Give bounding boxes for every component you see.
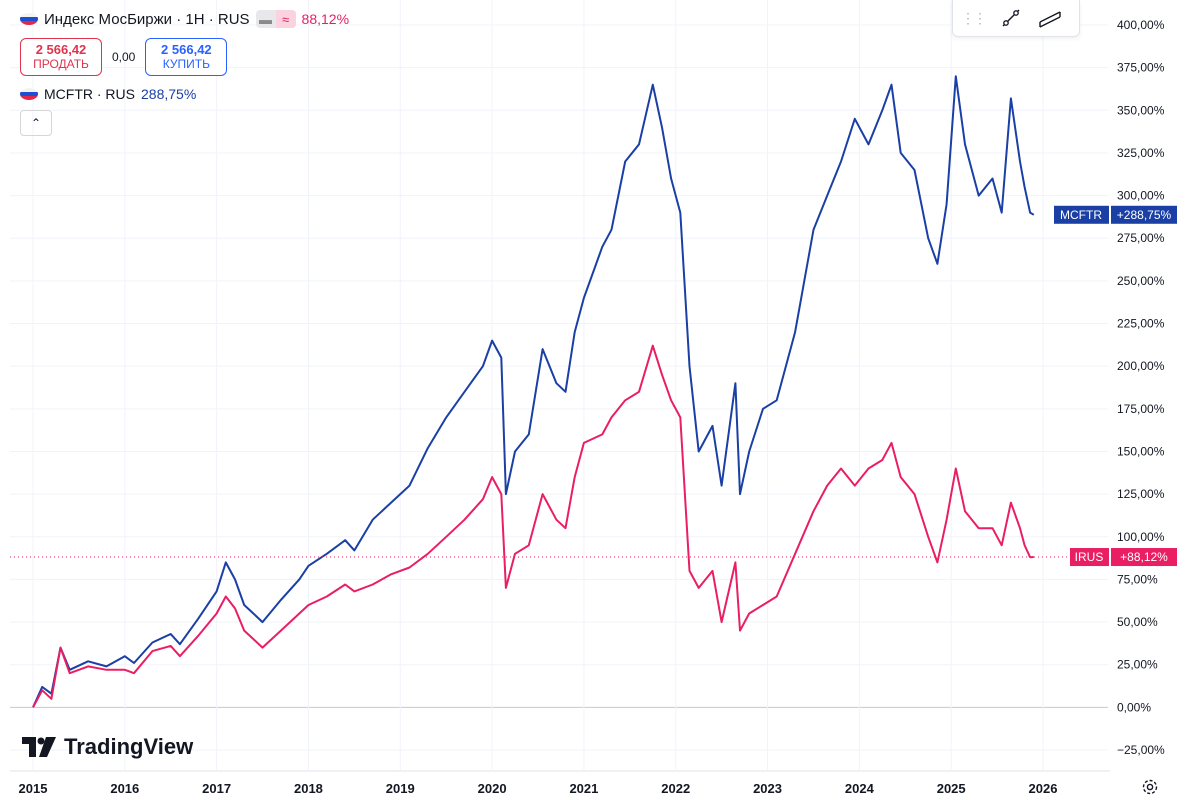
x-tick-label: 2016 — [110, 781, 139, 796]
y-tick-label: 25,00% — [1117, 658, 1158, 672]
chart-legend: Индекс МосБиржи · 1Н · RUS ▬ ≈ 88,12% 2 … — [20, 8, 349, 136]
collapse-legend-button[interactable]: ⌃ — [20, 110, 52, 136]
y-tick-label: 225,00% — [1117, 317, 1165, 331]
last-value-badge-mcftr: MCFTR +288,75% — [1054, 205, 1177, 224]
buy-label: КУПИТЬ — [162, 57, 210, 71]
badge-symbol-bg — [1054, 205, 1109, 224]
x-tick-label: 2022 — [661, 781, 690, 796]
series-line-mcftr[interactable] — [32, 75, 1035, 708]
tradingview-logo-icon — [22, 737, 56, 757]
x-tick-label: 2023 — [753, 781, 782, 796]
y-tick-label: 350,00% — [1117, 103, 1165, 117]
x-tick-label: 2024 — [845, 781, 875, 796]
y-tick-label: 375,00% — [1117, 61, 1165, 75]
buy-price: 2 566,42 — [161, 42, 212, 57]
tradingview-logo[interactable]: TradingView — [22, 734, 193, 760]
drawing-toolbar: ⋮⋮ — [952, 0, 1080, 37]
compare-symbol[interactable]: MCFTR · RUS — [44, 86, 135, 102]
x-tick-label: 2015 — [19, 781, 48, 796]
badge-symbol: MCFTR — [1060, 208, 1102, 222]
y-tick-label: 125,00% — [1117, 487, 1165, 501]
compare-change-pct: 288,75% — [141, 86, 197, 102]
y-tick-label: 75,00% — [1117, 572, 1158, 586]
y-tick-label: −25,00% — [1117, 743, 1165, 757]
drag-handle-icon[interactable]: ⋮⋮ — [961, 9, 987, 26]
symbol-title[interactable]: Индекс МосБиржи · 1Н · RUS — [44, 10, 250, 28]
x-tick-label: 2020 — [478, 781, 507, 796]
parallel-channel-icon[interactable] — [1037, 6, 1063, 30]
x-tick-label: 2021 — [569, 781, 598, 796]
x-tick-label: 2026 — [1029, 781, 1058, 796]
y-tick-label: 325,00% — [1117, 146, 1165, 160]
y-tick-label: 250,00% — [1117, 274, 1165, 288]
y-tick-label: 300,00% — [1117, 189, 1165, 203]
badge-value: +288,75% — [1117, 208, 1172, 222]
badge-symbol: IRUS — [1075, 550, 1104, 564]
buy-button[interactable]: 2 566,42 КУПИТЬ — [145, 38, 228, 76]
x-tick-label: 2019 — [386, 781, 415, 796]
y-tick-label: 50,00% — [1117, 615, 1158, 629]
trend-line-icon[interactable] — [999, 6, 1023, 30]
y-tick-label: 175,00% — [1117, 402, 1165, 416]
badge-value-bg — [1111, 548, 1177, 567]
y-tick-label: 275,00% — [1117, 231, 1165, 245]
symbol-change-pct: 88,12% — [301, 11, 350, 27]
badge-value: +88,12% — [1120, 550, 1168, 564]
russia-flag-icon — [20, 13, 38, 25]
chart-settings-icon[interactable] — [1141, 778, 1159, 796]
y-tick-label: 0,00% — [1117, 700, 1151, 714]
x-tick-label: 2025 — [937, 781, 966, 796]
logo-text: TradingView — [64, 734, 194, 759]
compare-mode-toggle[interactable]: ▬ ≈ — [255, 10, 296, 28]
y-tick-label: 150,00% — [1117, 444, 1165, 458]
badge-symbol-bg — [1070, 548, 1109, 567]
badge-value-bg — [1111, 205, 1177, 224]
y-tick-label: 100,00% — [1117, 530, 1165, 544]
sell-button[interactable]: 2 566,42 ПРОДАТЬ — [20, 38, 102, 76]
minus-icon[interactable]: ▬ — [259, 11, 273, 27]
y-tick-label: 400,00% — [1117, 18, 1165, 32]
sell-label: ПРОДАТЬ — [33, 57, 89, 71]
y-tick-label: 200,00% — [1117, 359, 1165, 373]
last-value-badge-irus: IRUS +88,12% — [1070, 548, 1177, 567]
sell-price: 2 566,42 — [35, 42, 87, 57]
approx-icon[interactable]: ≈ — [275, 10, 296, 28]
series-line-irus[interactable] — [32, 344, 1034, 708]
x-tick-label: 2018 — [294, 781, 323, 796]
russia-flag-icon — [20, 88, 38, 100]
x-tick-label: 2017 — [202, 781, 231, 796]
spread-value: 0,00 — [112, 50, 136, 64]
